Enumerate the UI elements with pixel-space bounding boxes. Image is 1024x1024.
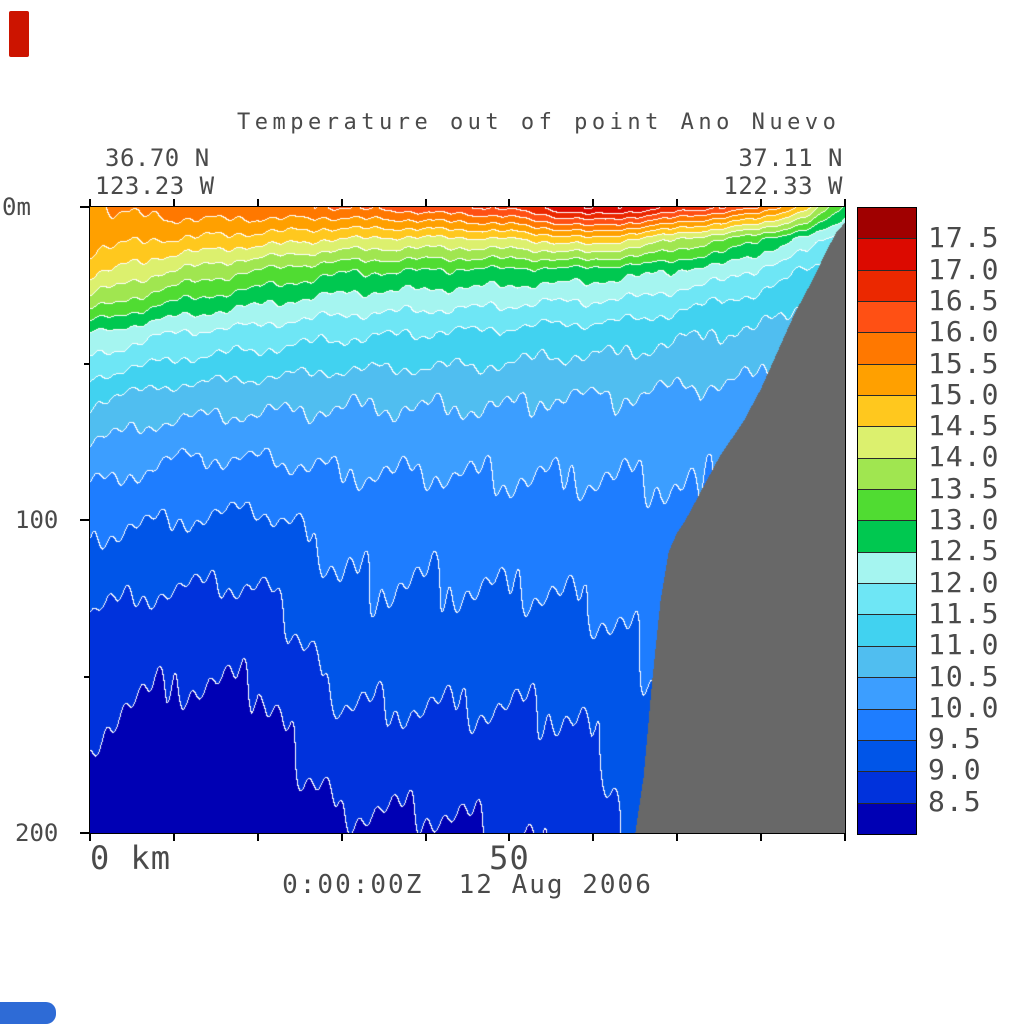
x-axis-tick <box>508 199 511 207</box>
temperature-section-canvas <box>90 207 845 833</box>
colorbar-cell <box>858 584 916 616</box>
colorbar-label: 12.0 <box>928 565 1000 599</box>
x-axis-tick <box>340 833 343 841</box>
x-axis-tick <box>760 833 763 841</box>
y-axis-tick <box>80 206 90 208</box>
colorbar-cell <box>858 270 916 303</box>
colorbar-label: 16.0 <box>928 315 1000 349</box>
plot-frame <box>89 206 846 834</box>
timestamp-label: 0:00:00Z 12 Aug 2006 <box>282 870 653 900</box>
colorbar-label: 11.0 <box>928 628 1000 662</box>
x-axis-tick <box>592 833 595 841</box>
x-axis-tick <box>424 199 427 207</box>
colorbar-cell <box>858 208 916 240</box>
colorbar-cell <box>858 615 916 647</box>
colorbar-cell <box>858 678 916 710</box>
colorbar-cell <box>858 302 916 334</box>
colorbar-cell <box>858 333 916 365</box>
colorbar-label: 13.5 <box>928 471 1000 505</box>
x-axis-tick <box>676 833 679 841</box>
x-axis-tick <box>256 833 259 841</box>
colorbar-label: 10.5 <box>928 659 1000 693</box>
x-axis-tick <box>89 833 91 841</box>
x-axis-tick <box>844 833 846 841</box>
y-axis-minor-tick <box>84 362 90 365</box>
colorbar-label: 13.0 <box>928 503 1000 536</box>
colorbar-label: 15.5 <box>928 346 1000 380</box>
right-latitude-label: 37.11 N <box>738 144 843 172</box>
colorbar-cell <box>858 239 916 271</box>
x-tick-label: 50 <box>489 839 530 877</box>
x-axis-tick <box>760 199 763 207</box>
screen-artifact-blue-bar <box>0 1002 56 1024</box>
colorbar-label: 17.0 <box>928 252 1000 286</box>
y-axis-minor-tick <box>84 675 90 678</box>
x-axis-tick <box>844 199 846 207</box>
screen-artifact-red-icon <box>9 11 29 57</box>
colorbar-label: 9.0 <box>928 753 982 787</box>
colorbar <box>857 207 917 835</box>
colorbar-label: 8.5 <box>928 784 982 818</box>
colorbar-label: 12.5 <box>928 534 1000 568</box>
plot-title: Temperature out of point Ano Nuevo <box>237 110 841 135</box>
colorbar-cell <box>858 709 916 741</box>
colorbar-label: 15.0 <box>928 377 1000 411</box>
colorbar-cell <box>858 458 916 491</box>
colorbar-cell <box>858 521 916 553</box>
y-tick-label: 100 <box>15 506 59 534</box>
x-axis-tick <box>676 199 679 207</box>
colorbar-label: 10.0 <box>928 690 1000 724</box>
colorbar-label: 11.5 <box>928 596 1000 630</box>
x-axis-tick <box>172 833 175 841</box>
colorbar-cell <box>858 803 916 834</box>
y-axis-tick <box>80 832 90 834</box>
colorbar-cell <box>858 772 916 804</box>
colorbar-cell <box>858 490 916 522</box>
colorbar-label: 9.5 <box>928 722 982 756</box>
x-tick-label: 0 km <box>90 839 172 877</box>
x-axis-tick <box>172 199 175 207</box>
colorbar-cell <box>858 364 916 397</box>
x-axis-tick <box>340 199 343 207</box>
y-tick-label: 200 <box>15 819 59 847</box>
x-axis-tick <box>256 199 259 207</box>
left-latitude-label: 36.70 N <box>105 144 210 172</box>
x-axis-tick <box>89 199 91 207</box>
right-longitude-label: 122.33 W <box>723 172 843 200</box>
x-axis-tick <box>592 199 595 207</box>
left-longitude-label: 123.23 W <box>95 172 215 200</box>
colorbar-cell <box>858 740 916 773</box>
x-axis-tick <box>424 833 427 841</box>
y-axis-tick <box>80 519 90 521</box>
y-tick-label: 0m <box>2 193 31 221</box>
colorbar-label: 14.0 <box>928 440 1000 474</box>
colorbar-label: 14.5 <box>928 409 1000 443</box>
colorbar-label: 17.5 <box>928 221 1000 255</box>
colorbar-label: 16.5 <box>928 283 1000 317</box>
colorbar-cell <box>858 396 916 428</box>
colorbar-cell <box>858 427 916 459</box>
colorbar-cell <box>858 552 916 585</box>
x-axis-tick <box>508 833 511 841</box>
colorbar-cell <box>858 646 916 679</box>
